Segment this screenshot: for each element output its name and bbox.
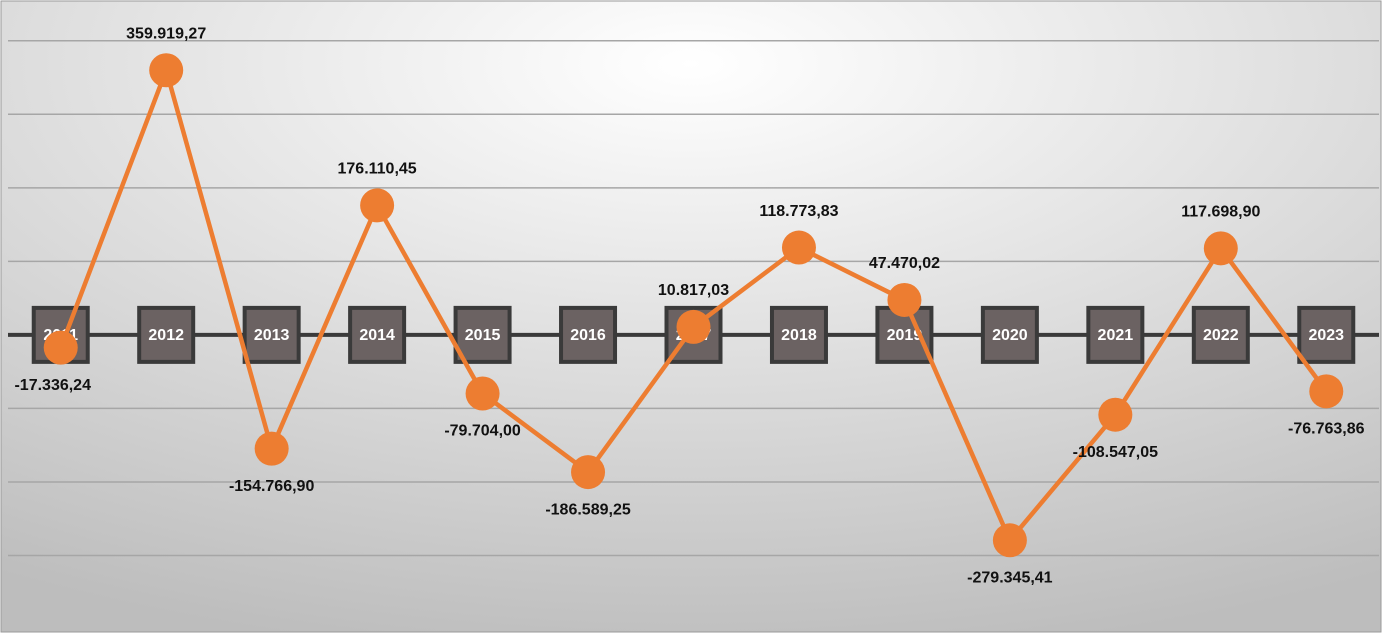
data-label: -76.763,86	[1288, 421, 1365, 438]
data-point	[1203, 231, 1238, 266]
category-box	[453, 305, 512, 364]
category-box	[559, 305, 618, 364]
data-point	[781, 230, 816, 265]
data-label: 117.698,90	[1181, 204, 1260, 221]
category-box	[1086, 305, 1145, 364]
data-label: -186.589,25	[545, 501, 631, 518]
category-box	[980, 305, 1039, 364]
x-tick-label: 2016	[570, 327, 606, 344]
x-tick-label: 2013	[254, 327, 290, 344]
data-label: -279.345,41	[967, 570, 1053, 587]
category-box	[242, 305, 301, 364]
x-tick-label: 2019	[887, 327, 923, 344]
data-point	[360, 188, 395, 223]
data-point	[1098, 397, 1133, 432]
x-tick-label: 2022	[1203, 327, 1239, 344]
category-box	[348, 305, 407, 364]
category-box	[1297, 305, 1356, 364]
data-label: 118.773,83	[759, 203, 838, 220]
data-label: 47.470,02	[869, 255, 940, 272]
x-tick-label: 2020	[992, 327, 1028, 344]
x-tick-label: 2015	[465, 327, 501, 344]
data-point	[992, 523, 1027, 558]
x-tick-label: 2018	[781, 327, 817, 344]
x-tick-label: 2021	[1098, 327, 1134, 344]
data-point	[1309, 374, 1344, 409]
data-label: -154.766,90	[229, 478, 315, 495]
data-point	[149, 53, 184, 88]
data-point	[887, 282, 922, 317]
x-tick-label: 2012	[148, 327, 184, 344]
x-tick-label: 2014	[359, 327, 395, 344]
data-label: 359.919,27	[126, 25, 206, 42]
category-box	[137, 305, 196, 364]
data-label: 176.110,45	[338, 161, 417, 178]
data-label: -108.547,05	[1073, 444, 1159, 461]
data-point	[43, 330, 78, 365]
data-point	[465, 376, 500, 411]
category-box	[769, 305, 828, 364]
category-box	[1191, 305, 1250, 364]
x-tick-label: 2023	[1308, 327, 1344, 344]
data-point	[254, 431, 289, 466]
data-label: -17.336,24	[14, 377, 91, 394]
data-label: 10.817,03	[658, 282, 729, 299]
data-point	[676, 309, 711, 344]
data-point	[571, 455, 606, 490]
data-label: -79.704,00	[444, 423, 521, 440]
